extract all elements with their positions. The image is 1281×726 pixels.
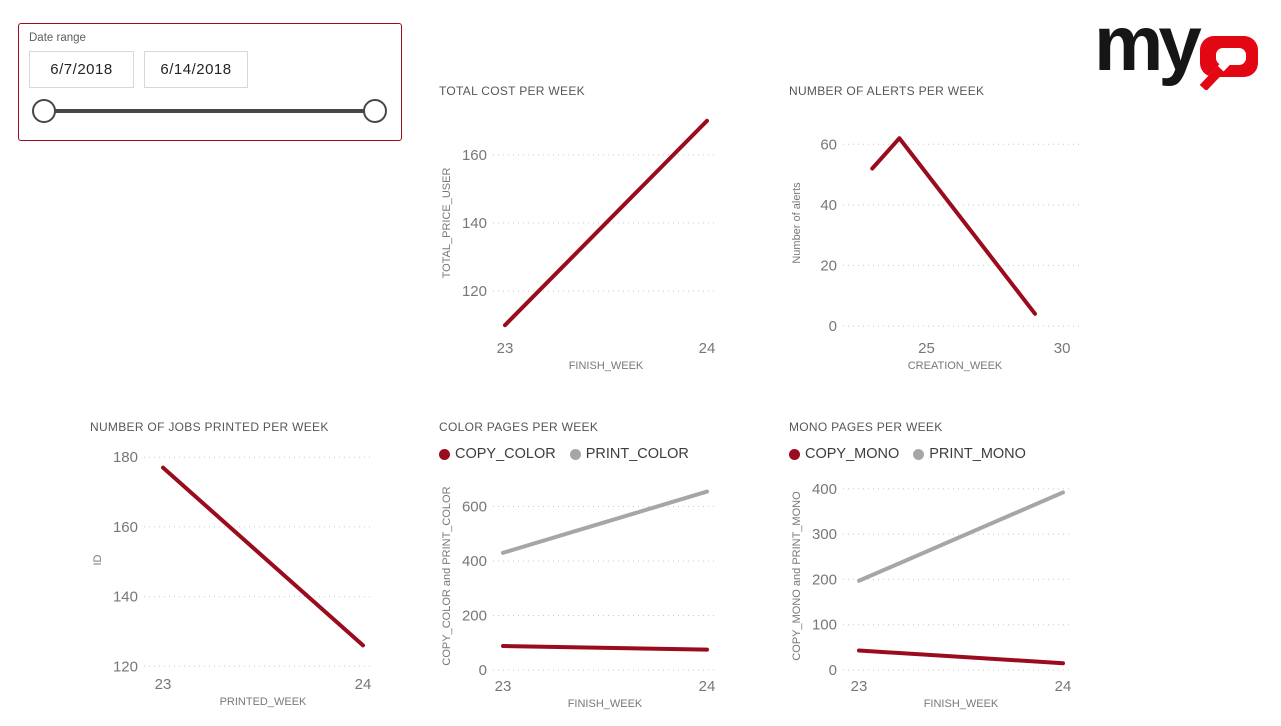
chart-title: COLOR PAGES PER WEEK	[439, 420, 599, 434]
legend-label: COPY_COLOR	[455, 446, 556, 462]
y-tick-label: 40	[820, 197, 837, 214]
y-tick-label: 600	[462, 499, 487, 516]
y-tick-label: 0	[829, 318, 837, 335]
legend-item-print_color[interactable]: PRINT_COLOR	[569, 446, 689, 462]
y-tick-label: 300	[812, 526, 837, 543]
jobs-printed-plot[interactable]: 120 140 160 180 23 24 PRINTED_WEEK ID	[88, 440, 388, 716]
x-tick-label: 23	[155, 676, 172, 693]
series-line-copy_color[interactable]	[501, 644, 709, 652]
legend-dot-icon	[789, 448, 800, 460]
plot-svg: 120 140 160 180 23 24 PRINTED_WEEK ID	[92, 449, 372, 708]
slider-track[interactable]	[44, 109, 375, 113]
chart-number-of-alerts-per-week: NUMBER OF ALERTS PER WEEK 0 20 40 60 25 30 CRE…	[787, 84, 1083, 376]
plot-svg: 0 100 200 300 400 23 24 FINISH_WEEK COPY_MONO an…	[791, 481, 1072, 710]
slider-handle-end[interactable]	[363, 99, 387, 123]
mono-pages-plot[interactable]: 0 100 200 300 400 23 24 FINISH_WEEK COPY_MONO an…	[787, 468, 1083, 720]
y-tick-label: 100	[812, 617, 837, 634]
y-axis-label: TOTAL_PRICE_USER	[441, 168, 453, 279]
x-axis-label: FINISH_WEEK	[924, 698, 999, 710]
chart-title: NUMBER OF JOBS PRINTED PER WEEK	[90, 420, 329, 434]
legend-item-print_mono[interactable]: PRINT_MONO	[913, 446, 1026, 462]
myq-logo: my Q	[1094, 4, 1264, 100]
logo-text-my: my	[1094, 0, 1202, 87]
y-tick-label: 140	[113, 589, 138, 606]
y-tick-label: 120	[462, 283, 487, 300]
series-line-print_mono[interactable]	[857, 490, 1065, 583]
x-axis-label: CREATION_WEEK	[908, 360, 1003, 372]
chart-legend: COPY_MONO PRINT_MONO	[787, 440, 1083, 468]
y-tick-label: 200	[812, 571, 837, 588]
x-tick-label: 24	[1055, 678, 1072, 695]
legend-dot-icon	[913, 448, 925, 460]
chart-title: TOTAL COST PER WEEK	[439, 84, 585, 98]
series-line-copy_mono[interactable]	[857, 648, 1065, 666]
x-tick-label: 24	[355, 676, 372, 693]
end-date-input[interactable]: 6/14/2018	[144, 51, 248, 88]
y-axis-label: COPY_COLOR and PRINT_COLOR	[441, 486, 453, 665]
y-axis-label: ID	[92, 554, 104, 565]
legend-dot-icon	[439, 448, 450, 460]
x-tick-label: 23	[497, 340, 514, 357]
date-range-slider	[19, 96, 401, 126]
chart-legend: COPY_COLOR PRINT_COLOR	[437, 440, 733, 468]
chart-total-cost-per-week: TOTAL COST PER WEEK 120 140 160 23 24 FINISH_…	[437, 84, 733, 376]
x-tick-label: 30	[1054, 340, 1071, 357]
slider-handle-start[interactable]	[32, 99, 56, 123]
chart-mono-pages-per-week: MONO PAGES PER WEEK COPY_MONO PRINT_MONO …	[787, 420, 1083, 720]
legend-label: PRINT_COLOR	[585, 446, 689, 462]
plot-svg: 120 140 160 23 24 FINISH_WEEK TOTAL_PRICE_USER	[441, 118, 716, 372]
y-tick-label: 0	[479, 662, 487, 679]
y-tick-label: 0	[829, 662, 837, 679]
x-tick-label: 23	[495, 678, 512, 695]
series-line-id[interactable]	[161, 465, 365, 648]
total-cost-plot[interactable]: 120 140 160 23 24 FINISH_WEEK TOTAL_PRICE_USER	[437, 104, 733, 376]
chart-color-pages-per-week: COLOR PAGES PER WEEK COPY_COLOR PRINT_COL…	[437, 420, 733, 720]
legend-item-copy_mono[interactable]: COPY_MONO	[789, 446, 899, 462]
start-date-input[interactable]: 6/7/2018	[29, 51, 134, 88]
chart-number-of-jobs-printed-per-week: NUMBER OF JOBS PRINTED PER WEEK 120 140 16…	[88, 420, 388, 720]
y-tick-label: 180	[113, 449, 138, 466]
legend-dot-icon	[569, 448, 581, 460]
x-tick-label: 23	[851, 678, 868, 695]
slicer-label: Date range	[29, 32, 86, 44]
y-tick-label: 200	[462, 608, 487, 625]
y-tick-label: 160	[462, 147, 487, 164]
chart-title: MONO PAGES PER WEEK	[789, 420, 943, 434]
date-range-slicer: Date range 6/7/2018 6/14/2018	[18, 23, 402, 141]
y-tick-label: 400	[812, 481, 837, 498]
y-axis-label: COPY_MONO and PRINT_MONO	[791, 491, 803, 661]
y-tick-label: 120	[113, 658, 138, 675]
y-tick-label: 60	[820, 136, 837, 153]
plot-svg: 0 200 400 600 23 24 FINISH_WEEK COPY_COLOR and …	[441, 486, 716, 710]
series-line-total_price_user[interactable]	[503, 118, 709, 328]
plot-svg: 0 20 40 60 25 30 CREATION_WEEK Number of alerts	[791, 136, 1081, 372]
color-pages-plot[interactable]: 0 200 400 600 23 24 FINISH_WEEK COPY_COLOR and …	[437, 468, 733, 720]
x-axis-label: PRINTED_WEEK	[220, 696, 307, 708]
x-axis-label: FINISH_WEEK	[568, 698, 643, 710]
x-tick-label: 25	[918, 340, 935, 357]
series-line-number of alerts[interactable]	[870, 136, 1038, 316]
chart-title: NUMBER OF ALERTS PER WEEK	[789, 84, 985, 98]
series-line-print_color[interactable]	[501, 489, 709, 555]
y-axis-label: Number of alerts	[791, 182, 803, 264]
legend-label: PRINT_MONO	[929, 446, 1026, 462]
y-tick-label: 400	[462, 553, 487, 570]
alerts-plot[interactable]: 0 20 40 60 25 30 CREATION_WEEK Number of alerts	[787, 104, 1083, 376]
y-tick-label: 160	[113, 519, 138, 536]
legend-label: COPY_MONO	[805, 446, 900, 462]
logo-q-icon	[1200, 36, 1258, 90]
x-tick-label: 24	[699, 340, 716, 357]
y-tick-label: 140	[462, 215, 487, 232]
y-tick-label: 20	[820, 257, 837, 274]
x-axis-label: FINISH_WEEK	[569, 360, 644, 372]
x-tick-label: 24	[699, 678, 716, 695]
legend-item-copy_color[interactable]: COPY_COLOR	[439, 446, 556, 462]
